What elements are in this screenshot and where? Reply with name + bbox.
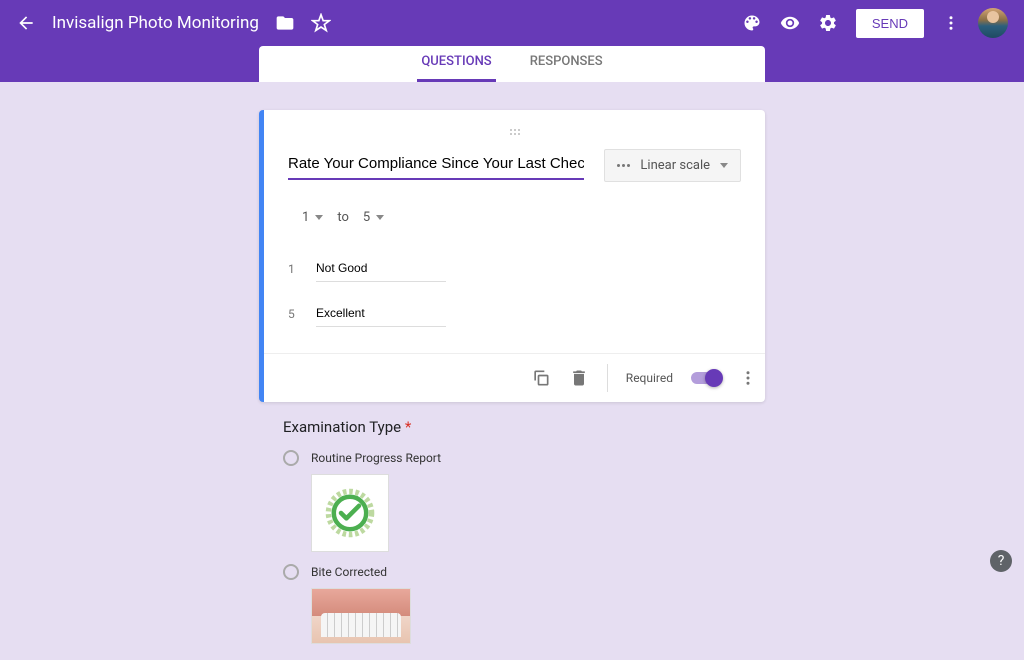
scale-to-select[interactable]: 5 [363,210,384,225]
chevron-down-icon [315,215,323,220]
required-toggle[interactable] [691,372,721,384]
chevron-down-icon [376,215,384,220]
tabs-container: QUESTIONS RESPONSES [0,46,1024,82]
star-icon[interactable] [311,13,331,33]
tabs-card: QUESTIONS RESPONSES [259,46,765,82]
radio-icon[interactable] [283,450,299,466]
more-vert-icon[interactable] [942,14,960,32]
back-arrow-icon[interactable] [16,13,36,33]
scale-range-row: 1 to 5 [288,182,741,249]
question-type-selector[interactable]: Linear scale [604,149,741,182]
card-footer: Required [264,353,765,402]
high-label-num: 5 [288,307,300,321]
card-more-vert-icon[interactable] [739,369,757,387]
low-label-num: 1 [288,262,300,276]
form-title[interactable]: Invisalign Photo Monitoring [52,13,259,33]
tab-questions[interactable]: QUESTIONS [417,44,495,82]
question2-block: Examination Type * Routine Progress Repo… [259,402,765,660]
low-label-input[interactable] [316,255,446,282]
header-left: Invisalign Photo Monitoring [16,13,331,33]
chevron-down-icon [720,163,728,168]
low-label-row: 1 [288,249,741,288]
content-area: Linear scale 1 to 5 1 [0,82,1024,660]
tab-responses[interactable]: RESPONSES [526,44,607,82]
option-row-2[interactable]: Bite Corrected [283,564,741,580]
user-avatar[interactable] [978,8,1008,38]
q2-title: Examination Type * [283,418,741,436]
type-label: Linear scale [640,158,710,173]
option2-label: Bite Corrected [311,565,387,579]
palette-icon[interactable] [742,13,762,33]
high-label-row: 5 [288,294,741,333]
radio-icon[interactable] [283,564,299,580]
question-text-input[interactable] [288,149,584,180]
option2-image [311,588,411,644]
card-body: Linear scale 1 to 5 1 [264,137,765,333]
option1-image [311,474,389,552]
question-row: Linear scale [288,149,741,182]
settings-gear-icon[interactable] [818,13,838,33]
scale-to-word: to [337,210,349,225]
required-asterisk: * [405,418,411,436]
delete-trash-icon[interactable] [569,368,589,388]
folder-icon[interactable] [275,13,295,33]
footer-divider [607,364,608,392]
question-card: Linear scale 1 to 5 1 [259,110,765,402]
required-label: Required [626,371,673,385]
drag-handle-icon[interactable] [264,110,765,137]
option-row-1[interactable]: Routine Progress Report [283,450,741,466]
header-right: SEND [742,8,1008,38]
duplicate-icon[interactable] [531,368,551,388]
high-label-input[interactable] [316,300,446,327]
app-header: Invisalign Photo Monitoring SEND [0,0,1024,46]
preview-eye-icon[interactable] [780,13,800,33]
send-button[interactable]: SEND [856,9,924,38]
scale-from-select[interactable]: 1 [302,210,323,225]
option1-label: Routine Progress Report [311,451,441,465]
help-icon[interactable]: ? [990,550,1012,572]
